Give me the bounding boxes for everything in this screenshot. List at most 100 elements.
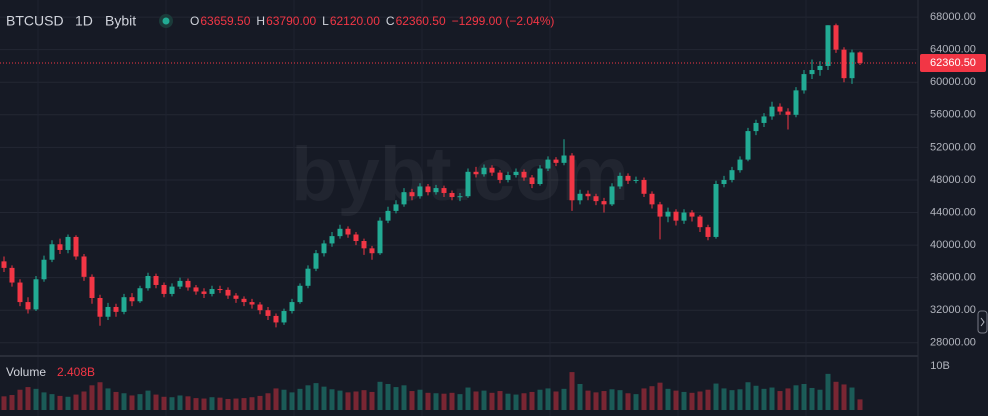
candle-body xyxy=(73,236,79,257)
candle-body xyxy=(785,111,791,115)
volume-bar xyxy=(753,385,759,410)
volume-bar xyxy=(745,382,751,410)
candle-body xyxy=(241,298,247,303)
price-axis: 28000.00 32000.00 36000.00 40000.00 44000.00… xyxy=(920,11,986,372)
candle-body xyxy=(593,196,599,202)
candle-body xyxy=(401,192,407,205)
candle-body xyxy=(609,186,615,205)
volume-bar xyxy=(841,384,847,410)
candle-body xyxy=(417,186,423,197)
candle-body xyxy=(297,285,303,303)
ohlc-key: C xyxy=(386,14,395,28)
candle-body xyxy=(713,184,719,237)
candle-body xyxy=(745,131,751,160)
candle-body xyxy=(305,268,311,286)
volume-bar xyxy=(761,388,767,410)
candle-body xyxy=(409,192,415,197)
candle-body xyxy=(473,171,479,175)
candle-body xyxy=(289,302,295,312)
volume-bar xyxy=(113,391,119,410)
candle-body xyxy=(545,159,551,169)
volume-bar xyxy=(545,388,551,410)
candle-body xyxy=(465,171,471,197)
candle-body xyxy=(601,201,607,205)
change: −1299.00 (−2.04%) xyxy=(452,14,555,28)
volume-bar xyxy=(81,391,87,410)
volume-bar xyxy=(409,391,415,410)
volume-bar xyxy=(433,393,439,410)
volume-bar xyxy=(585,390,591,410)
volume-bar xyxy=(561,388,567,410)
volume-bar xyxy=(729,390,735,410)
candle-body xyxy=(145,276,151,289)
volume-bar xyxy=(697,391,703,410)
candle-body xyxy=(657,204,663,217)
candle-body xyxy=(233,295,239,299)
candle-body xyxy=(41,259,47,280)
volume-bar xyxy=(321,386,327,410)
candle-body xyxy=(481,167,487,175)
watermark: bybt.com xyxy=(291,132,629,217)
candle-body xyxy=(137,288,143,302)
y-tick-label: 40000.00 xyxy=(930,239,976,251)
volume-bar xyxy=(593,392,599,410)
last-price-label: 62360.50 xyxy=(930,57,976,69)
y-tick-label: 44000.00 xyxy=(930,206,976,218)
candle-body xyxy=(537,168,543,185)
candle-body xyxy=(617,175,623,187)
volume-bar xyxy=(97,382,103,410)
candle-body xyxy=(441,188,447,193)
volume-bar xyxy=(633,394,639,410)
volume-bar xyxy=(625,393,631,410)
volume-bar xyxy=(857,399,863,410)
candle-body xyxy=(697,216,703,228)
volume-bar xyxy=(617,390,623,410)
volume-tick-label: 10B xyxy=(930,360,950,372)
volume-bar xyxy=(425,392,431,410)
candle-body xyxy=(169,286,175,294)
volume-bar xyxy=(657,382,663,410)
volume-bar xyxy=(25,387,31,410)
symbol[interactable]: BTCUSD xyxy=(6,13,64,29)
volume-bar xyxy=(233,398,239,410)
volume-bar xyxy=(345,392,351,410)
ohlc-value: 63659.50 xyxy=(200,14,250,28)
candle-body xyxy=(17,282,23,303)
candle-body xyxy=(161,284,167,294)
candle-body xyxy=(857,52,863,64)
volume-bar xyxy=(33,388,39,410)
candle-body xyxy=(353,234,359,242)
candle-body xyxy=(673,211,679,221)
volume-bar xyxy=(457,394,463,410)
candle-body xyxy=(625,175,631,181)
candle-body xyxy=(153,276,159,285)
volume-bar xyxy=(793,385,799,410)
volume-bar xyxy=(305,385,311,410)
candle-body xyxy=(81,256,87,277)
candle-body xyxy=(521,171,527,178)
volume-bar xyxy=(849,387,855,410)
volume-bar xyxy=(537,389,543,410)
scroll-button[interactable] xyxy=(977,310,988,334)
volume-bar xyxy=(49,394,55,410)
status-dot xyxy=(162,17,170,25)
volume-bar xyxy=(809,387,815,410)
volume-bar xyxy=(401,385,407,410)
candle-body xyxy=(497,172,503,180)
candle-body xyxy=(721,179,727,185)
candle-body xyxy=(49,244,55,260)
volume-bar xyxy=(241,398,247,410)
volume-bar xyxy=(801,384,807,410)
volume-bar xyxy=(337,390,343,410)
ohlc-value: 62360.50 xyxy=(396,14,446,28)
candle-body xyxy=(129,297,135,302)
candle-body xyxy=(329,236,335,244)
candle-body xyxy=(569,155,575,201)
volume-bar xyxy=(721,388,727,410)
interval[interactable]: 1D xyxy=(75,13,93,29)
volume-value: 2.408B xyxy=(57,365,95,379)
candle-body xyxy=(585,193,591,197)
volume-bar xyxy=(601,391,607,410)
candle-body xyxy=(1,261,7,268)
